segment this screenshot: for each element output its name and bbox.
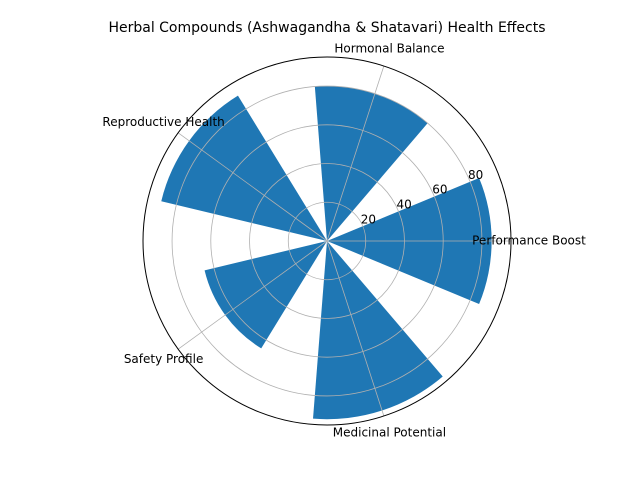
y-tick-label: 40 bbox=[396, 198, 411, 212]
angular-grid-line bbox=[326, 240, 385, 417]
x-tick-label: Reproductive Health bbox=[102, 115, 224, 129]
y-tick-label: 60 bbox=[432, 183, 447, 197]
y-tick-label: 20 bbox=[361, 212, 376, 226]
outer-frame bbox=[142, 56, 512, 426]
bar bbox=[314, 86, 428, 241]
bar bbox=[161, 95, 327, 241]
bar bbox=[313, 241, 443, 420]
x-tick-label: Hormonal Balance bbox=[334, 41, 444, 55]
angular-grid-line bbox=[177, 132, 328, 242]
chart-title: Herbal Compounds (Ashwagandha & Shatavar… bbox=[108, 20, 545, 36]
x-tick-label: Safety Profile bbox=[124, 352, 204, 366]
x-tick-label: Medicinal Potential bbox=[333, 426, 446, 440]
x-tick-label: Performance Boost bbox=[472, 234, 586, 248]
angular-grid-line bbox=[326, 65, 385, 242]
y-tick-label: 80 bbox=[468, 168, 483, 182]
bar bbox=[204, 241, 327, 349]
angular-grid-line bbox=[177, 240, 328, 350]
